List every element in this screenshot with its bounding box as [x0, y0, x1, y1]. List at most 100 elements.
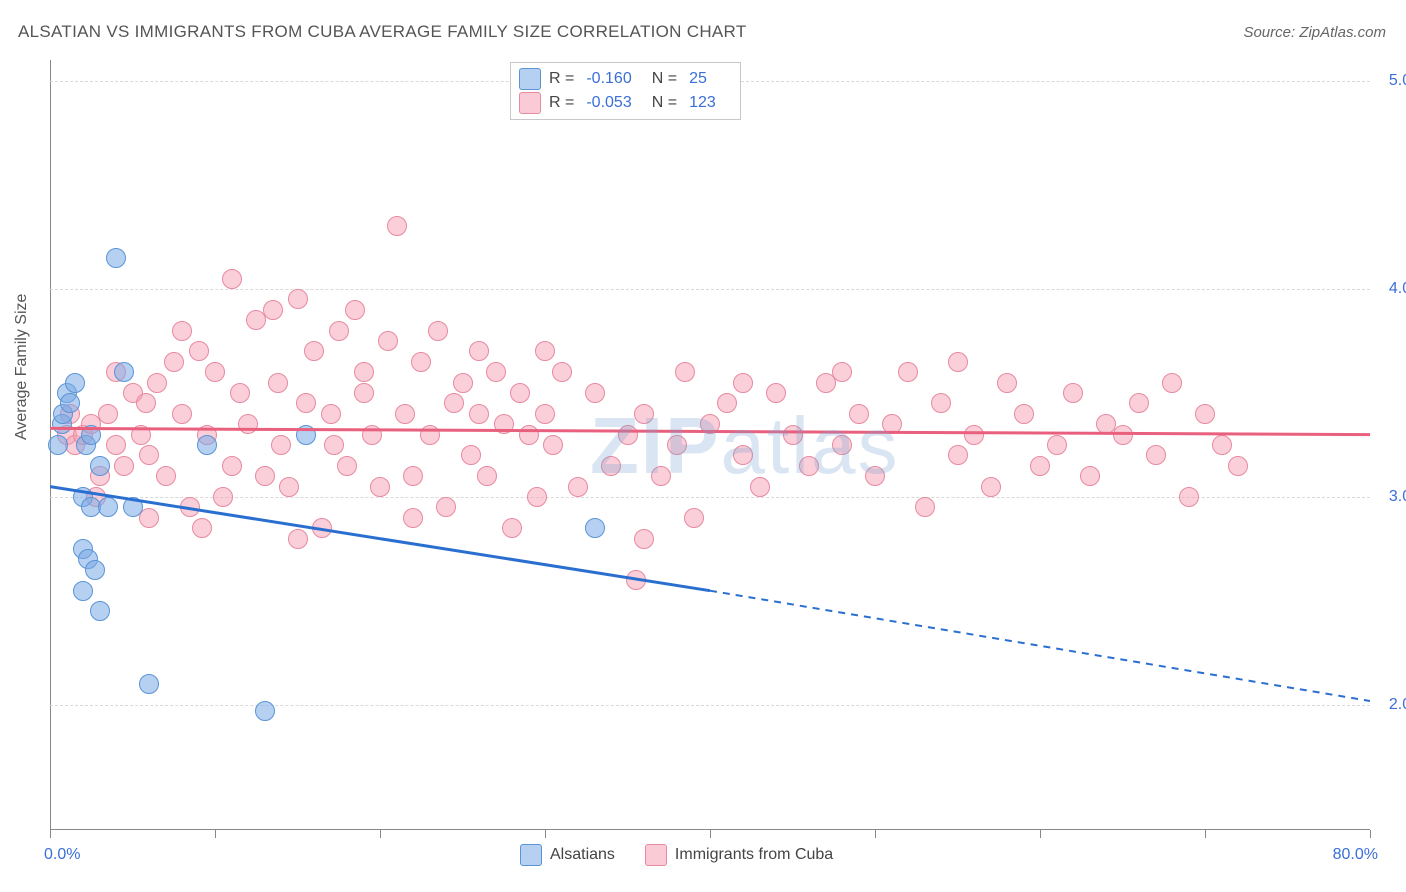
data-point-pink	[453, 373, 473, 393]
data-point-pink	[147, 373, 167, 393]
data-point-blue	[106, 248, 126, 268]
data-point-pink	[420, 425, 440, 445]
data-point-pink	[535, 341, 555, 361]
data-point-pink	[370, 477, 390, 497]
data-point-blue	[255, 701, 275, 721]
x-tick	[1205, 830, 1206, 838]
data-point-pink	[675, 362, 695, 382]
stats-row-blue: R = -0.160 N = 25	[519, 67, 728, 91]
data-point-pink	[1063, 383, 1083, 403]
data-point-pink	[469, 341, 489, 361]
data-point-pink	[1030, 456, 1050, 476]
trend-lines-svg	[50, 60, 1370, 830]
gridline-h	[50, 705, 1370, 706]
y-tick-label: 4.00	[1375, 280, 1406, 298]
plot-area: 2.003.004.005.00 ZIPatlas R = -0.160 N =…	[50, 60, 1370, 830]
x-tick	[380, 830, 381, 838]
data-point-pink	[114, 456, 134, 476]
data-point-pink	[915, 497, 935, 517]
gridline-h	[50, 289, 1370, 290]
swatch-blue-icon	[519, 68, 541, 90]
data-point-blue	[90, 456, 110, 476]
data-point-pink	[222, 456, 242, 476]
data-point-pink	[766, 383, 786, 403]
data-point-pink	[700, 414, 720, 434]
data-point-pink	[321, 404, 341, 424]
data-point-pink	[139, 445, 159, 465]
blue-trend-line-dashed	[710, 591, 1370, 701]
data-point-pink	[1014, 404, 1034, 424]
data-point-pink	[832, 362, 852, 382]
source-attribution: Source: ZipAtlas.com	[1243, 24, 1386, 41]
data-point-pink	[139, 508, 159, 528]
data-point-pink	[304, 341, 324, 361]
x-tick	[545, 830, 546, 838]
data-point-pink	[618, 425, 638, 445]
x-tick	[215, 830, 216, 838]
swatch-pink-icon	[645, 844, 667, 866]
data-point-pink	[205, 362, 225, 382]
data-point-pink	[733, 373, 753, 393]
data-point-pink	[403, 508, 423, 528]
data-point-blue	[585, 518, 605, 538]
data-point-pink	[387, 216, 407, 236]
data-point-pink	[230, 383, 250, 403]
data-point-pink	[997, 373, 1017, 393]
data-point-pink	[263, 300, 283, 320]
data-point-pink	[898, 362, 918, 382]
chart-title: ALSATIAN VS IMMIGRANTS FROM CUBA AVERAGE…	[18, 22, 747, 42]
data-point-pink	[164, 352, 184, 372]
data-point-pink	[1129, 393, 1149, 413]
legend-label-blue: Alsatians	[550, 846, 615, 864]
data-point-blue	[73, 581, 93, 601]
data-point-blue	[60, 393, 80, 413]
r-value-pink: -0.053	[586, 91, 631, 115]
data-point-pink	[931, 393, 951, 413]
data-point-pink	[156, 466, 176, 486]
data-point-pink	[486, 362, 506, 382]
y-tick-label: 3.00	[1375, 488, 1406, 506]
data-point-pink	[354, 383, 374, 403]
data-point-pink	[865, 466, 885, 486]
data-point-pink	[799, 456, 819, 476]
data-point-pink	[469, 404, 489, 424]
data-point-blue	[296, 425, 316, 445]
data-point-pink	[172, 321, 192, 341]
data-point-pink	[268, 373, 288, 393]
swatch-blue-icon	[520, 844, 542, 866]
x-tick	[1370, 830, 1371, 838]
data-point-pink	[192, 518, 212, 538]
data-point-pink	[238, 414, 258, 434]
data-point-pink	[1146, 445, 1166, 465]
x-tick	[1040, 830, 1041, 838]
data-point-pink	[543, 435, 563, 455]
data-point-pink	[106, 435, 126, 455]
data-point-pink	[296, 393, 316, 413]
y-axis-title: Average Family Size	[13, 294, 31, 440]
data-point-blue	[197, 435, 217, 455]
series-legend: Alsatians Immigrants from Cuba	[520, 844, 833, 866]
data-point-pink	[1080, 466, 1100, 486]
data-point-pink	[324, 435, 344, 455]
x-tick	[710, 830, 711, 838]
data-point-pink	[717, 393, 737, 413]
data-point-pink	[849, 404, 869, 424]
legend-label-pink: Immigrants from Cuba	[675, 846, 833, 864]
data-point-pink	[502, 518, 522, 538]
data-point-pink	[1212, 435, 1232, 455]
data-point-pink	[519, 425, 539, 445]
data-point-pink	[172, 404, 192, 424]
x-tick	[875, 830, 876, 838]
data-point-pink	[733, 445, 753, 465]
data-point-pink	[189, 341, 209, 361]
data-point-pink	[948, 445, 968, 465]
data-point-pink	[832, 435, 852, 455]
data-point-blue	[123, 497, 143, 517]
data-point-pink	[1228, 456, 1248, 476]
data-point-pink	[494, 414, 514, 434]
data-point-pink	[1162, 373, 1182, 393]
data-point-pink	[667, 435, 687, 455]
gridline-h	[50, 497, 1370, 498]
data-point-pink	[527, 487, 547, 507]
data-point-pink	[882, 414, 902, 434]
